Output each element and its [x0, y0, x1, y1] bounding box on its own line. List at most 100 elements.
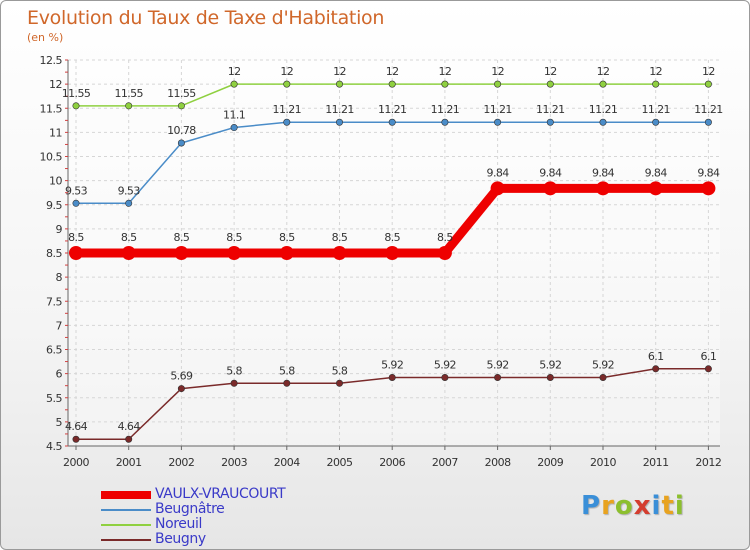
y-tick-label: 4.5 — [46, 440, 62, 453]
data-point — [441, 373, 449, 381]
data-label: 9.53 — [118, 184, 141, 197]
data-point — [546, 373, 554, 381]
chart-unit-label: (en %) — [27, 31, 64, 44]
y-tick-label: 9 — [56, 223, 63, 236]
data-label: 5.8 — [332, 364, 348, 377]
data-point — [599, 373, 607, 381]
legend-swatch — [101, 524, 151, 526]
data-label: 8.5 — [121, 231, 137, 244]
x-tick-label: 2007 — [432, 456, 458, 469]
x-tick-label: 2005 — [327, 456, 353, 469]
legend-swatch — [101, 509, 151, 511]
data-label: 11.55 — [114, 87, 143, 100]
logo-letter: t — [661, 491, 675, 521]
x-tick-label: 2009 — [537, 456, 563, 469]
data-point — [441, 80, 449, 88]
y-tick-label: 10 — [49, 175, 62, 188]
data-label: 11.21 — [694, 103, 723, 116]
legend-label: Beugny — [155, 531, 206, 547]
logo-letter: o — [614, 491, 634, 521]
data-label: 5.8 — [279, 364, 295, 377]
data-label: 5.92 — [592, 358, 614, 371]
data-label: 9.84 — [592, 166, 615, 179]
y-tick-label: 12.5 — [40, 54, 63, 67]
data-point — [652, 118, 660, 126]
data-point — [121, 246, 136, 260]
data-label: 5.92 — [381, 358, 403, 371]
x-tick-label: 2001 — [116, 456, 142, 469]
data-point — [652, 365, 660, 373]
data-label: 12 — [649, 65, 662, 78]
legend-item: Beugny — [101, 531, 341, 547]
data-point — [177, 139, 185, 147]
data-point — [494, 373, 502, 381]
data-label: 8.5 — [279, 231, 295, 244]
data-point — [283, 118, 291, 126]
data-label: 11.21 — [589, 103, 618, 116]
x-tick-label: 2003 — [221, 456, 247, 469]
x-tick-label: 2012 — [695, 456, 721, 469]
data-label: 12 — [228, 65, 241, 78]
y-tick-label: 11 — [49, 126, 62, 139]
data-point — [652, 80, 660, 88]
data-label: 11.21 — [536, 103, 565, 116]
data-label: 11.21 — [273, 103, 302, 116]
data-label: 12 — [438, 65, 451, 78]
data-point — [546, 80, 554, 88]
data-label: 12 — [702, 65, 715, 78]
y-tick-label: 8 — [56, 271, 63, 284]
data-point — [388, 80, 396, 88]
data-point — [227, 246, 242, 260]
data-label: 5.92 — [487, 358, 509, 371]
logo-letter: i — [674, 491, 685, 521]
data-point — [335, 379, 343, 387]
data-point — [125, 199, 133, 207]
y-tick-label: 9.5 — [46, 199, 62, 212]
data-label: 9.84 — [645, 166, 668, 179]
data-label: 12 — [333, 65, 346, 78]
proxiti-logo: Proxiti — [581, 491, 685, 521]
data-point — [490, 181, 505, 196]
legend-item: Beugnâtre — [101, 501, 341, 517]
data-point — [177, 102, 185, 110]
data-label: 11.55 — [62, 87, 91, 100]
data-label: 8.5 — [226, 231, 242, 244]
data-label: 8.5 — [384, 231, 400, 244]
data-point — [72, 102, 80, 110]
data-label: 12 — [280, 65, 293, 78]
legend-swatch — [101, 491, 151, 499]
legend-item: Noreuil — [101, 516, 341, 532]
data-point — [385, 246, 400, 260]
y-tick-label: 5 — [56, 416, 63, 429]
data-point — [494, 80, 502, 88]
x-tick-label: 2011 — [643, 456, 669, 469]
data-label: 9.53 — [65, 184, 88, 197]
x-tick-label: 2006 — [379, 456, 405, 469]
data-label: 5.69 — [170, 370, 193, 383]
data-label: 9.84 — [697, 166, 720, 179]
data-point — [332, 246, 347, 260]
data-label: 12 — [386, 65, 399, 78]
data-label: 11.21 — [431, 103, 460, 116]
data-point — [437, 246, 452, 260]
data-label: 12 — [597, 65, 610, 78]
data-label: 6.1 — [648, 350, 664, 363]
y-tick-label: 8.5 — [46, 247, 62, 260]
logo-letter: P — [581, 491, 602, 521]
data-point — [648, 181, 663, 196]
x-tick-label: 2002 — [168, 456, 194, 469]
logo-letter: x — [633, 491, 652, 521]
y-tick-label: 12 — [49, 78, 62, 91]
data-point — [230, 80, 238, 88]
data-label: 8.5 — [332, 231, 348, 244]
legend-swatch — [101, 539, 151, 541]
data-label: 9.84 — [539, 166, 562, 179]
data-point — [494, 118, 502, 126]
logo-letter: i — [651, 491, 662, 521]
logo-letter: r — [601, 491, 615, 521]
y-tick-label: 6 — [56, 368, 63, 381]
data-point — [546, 118, 554, 126]
data-label: 11.21 — [378, 103, 407, 116]
data-point — [72, 435, 80, 443]
data-point — [69, 246, 83, 260]
